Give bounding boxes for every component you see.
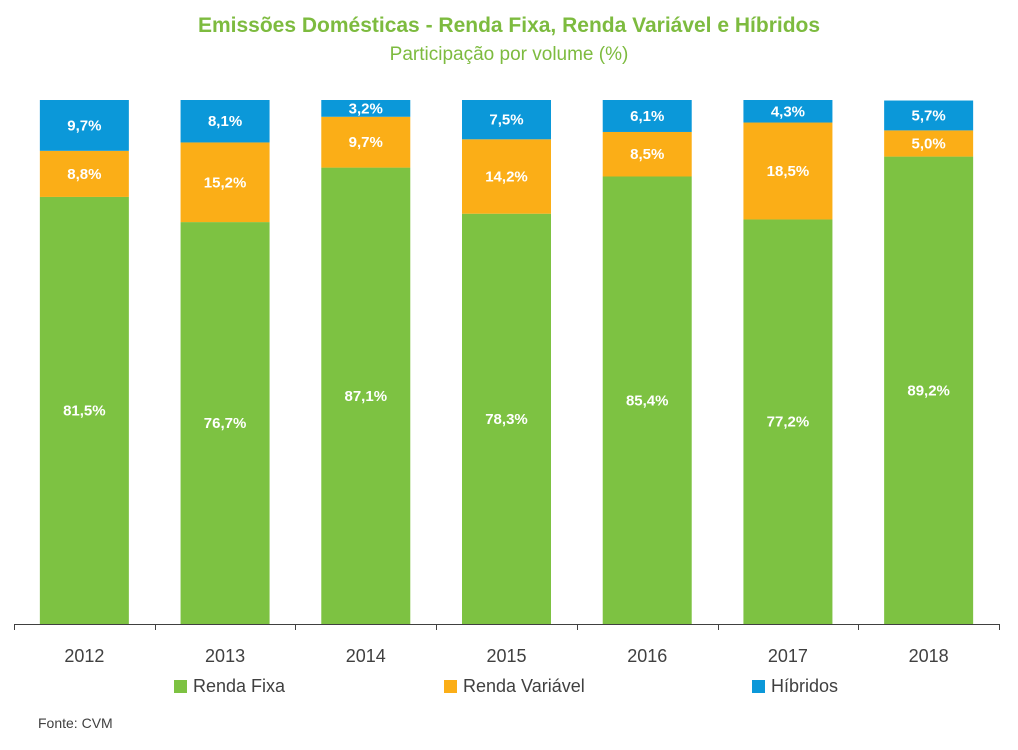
data-label: 5,7% xyxy=(912,107,946,124)
data-label: 8,1% xyxy=(208,113,242,130)
bar-segment-h-bridos-2017 xyxy=(743,100,833,123)
data-label: 78,3% xyxy=(485,411,528,428)
legend-swatch-hibridos xyxy=(752,680,765,693)
legend-item-hibridos: Híbridos xyxy=(752,676,838,697)
bar-segment-h-bridos-2014 xyxy=(321,100,411,117)
bar-segment-renda-fixa-2016 xyxy=(602,176,692,624)
data-label: 9,7% xyxy=(67,117,101,134)
x-tick-label: 2014 xyxy=(346,646,386,666)
data-label: 81,5% xyxy=(63,402,106,419)
chart-subtitle: Participação por volume (%) xyxy=(389,44,629,65)
bar-segment-renda-fixa-2017 xyxy=(743,219,833,625)
bar-segment-renda-fixa-2012 xyxy=(39,196,129,624)
x-tick-label: 2012 xyxy=(64,646,104,666)
data-label: 8,8% xyxy=(67,166,101,183)
bar-segment-renda-vari-vel-2012 xyxy=(39,150,129,197)
bar-segment-renda-fixa-2014 xyxy=(321,167,411,624)
data-label: 15,2% xyxy=(204,174,247,191)
legend-label: Renda Fixa xyxy=(193,676,286,696)
legend-label: Híbridos xyxy=(771,676,839,696)
data-label: 4,3% xyxy=(771,103,805,120)
x-tick-label: 2015 xyxy=(486,646,526,666)
x-tick-label: 2017 xyxy=(768,646,808,666)
bar-segment-renda-vari-vel-2016 xyxy=(602,131,692,177)
data-label: 7,5% xyxy=(489,112,523,129)
bar-segment-renda-vari-vel-2018 xyxy=(884,130,974,157)
data-label: 14,2% xyxy=(485,169,528,186)
bar-segment-renda-vari-vel-2017 xyxy=(743,122,833,220)
x-tick-label: 2013 xyxy=(205,646,245,666)
data-label: 87,1% xyxy=(345,388,388,405)
x-tick-label: 2018 xyxy=(909,646,949,666)
data-label: 76,7% xyxy=(204,415,247,432)
bar-segment-renda-fixa-2015 xyxy=(462,213,551,624)
legend-item-renda-variavel: Renda Variável xyxy=(444,676,585,697)
bar-segment-h-bridos-2018 xyxy=(884,100,974,131)
legend-label: Renda Variável xyxy=(463,676,585,696)
data-label: 77,2% xyxy=(767,414,810,431)
bar-segment-h-bridos-2016 xyxy=(602,100,692,132)
source-note: Fonte: CVM xyxy=(38,715,113,731)
data-label: 3,2% xyxy=(349,100,383,117)
legend-item-renda-fixa: Renda Fixa xyxy=(174,676,285,697)
bar-segment-renda-vari-vel-2015 xyxy=(462,139,551,214)
bar-segment-h-bridos-2015 xyxy=(462,100,551,140)
data-label: 85,4% xyxy=(626,392,669,409)
bar-segment-h-bridos-2013 xyxy=(180,100,270,143)
bar-segment-renda-fixa-2018 xyxy=(884,156,974,625)
bar-segment-renda-vari-vel-2013 xyxy=(180,142,270,223)
bar-segment-renda-vari-vel-2014 xyxy=(321,116,411,168)
bar-segment-h-bridos-2012 xyxy=(39,100,129,151)
x-tick-label: 2016 xyxy=(627,646,667,666)
data-label: 9,7% xyxy=(349,134,383,151)
legend-swatch-renda-variavel xyxy=(444,680,457,693)
data-label: 5,0% xyxy=(912,135,946,152)
data-label: 18,5% xyxy=(767,163,810,180)
bar-segment-renda-fixa-2013 xyxy=(180,222,270,625)
data-label: 89,2% xyxy=(907,382,950,399)
data-label: 8,5% xyxy=(630,146,664,163)
chart-title: Emissões Domésticas - Renda Fixa, Renda … xyxy=(197,14,821,37)
data-label: 6,1% xyxy=(630,108,664,125)
legend-swatch-renda-fixa xyxy=(174,680,187,693)
